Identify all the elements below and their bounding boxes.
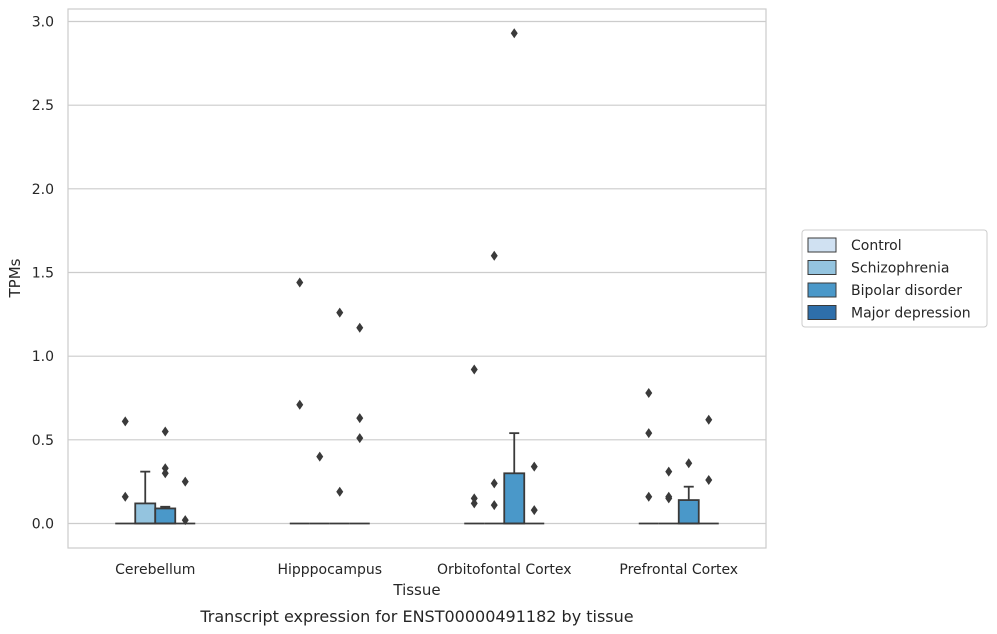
box-major-depression xyxy=(175,476,196,526)
y-tick-label: 2.0 xyxy=(32,182,54,198)
legend-label: Bipolar disorder xyxy=(851,283,962,299)
outlier-point xyxy=(490,478,498,489)
box-control xyxy=(464,364,485,525)
y-tick-label: 0.0 xyxy=(32,517,54,533)
y-tick-label: 1.5 xyxy=(32,266,54,282)
legend-swatch xyxy=(807,237,837,253)
outlier-point xyxy=(356,413,364,424)
box-body xyxy=(134,502,157,525)
legend: Control Schizophrenia Bipolar disorder Majo… xyxy=(801,229,988,328)
outlier-point xyxy=(121,491,129,502)
x-tick-label: Cerebellum xyxy=(115,562,195,578)
outlier-point xyxy=(530,461,538,472)
box-body xyxy=(677,499,700,525)
outlier-point xyxy=(336,486,344,497)
box-plot-series xyxy=(115,28,719,526)
outlier-point xyxy=(336,307,344,318)
outlier-point xyxy=(470,364,478,375)
grid-lines xyxy=(68,20,766,525)
outlier-point xyxy=(530,505,538,516)
plot-area-frame xyxy=(67,8,767,549)
outlier-point xyxy=(665,466,673,477)
chart-caption: Transcript expression for ENST0000049118… xyxy=(199,607,633,626)
outlier-point xyxy=(645,491,653,502)
legend-label: Control xyxy=(851,238,902,254)
y-axis-title: TPMs xyxy=(6,258,24,298)
outlier-point xyxy=(645,387,653,398)
legend-swatch xyxy=(807,260,837,275)
y-tick-label: 0.5 xyxy=(32,433,54,449)
legend-swatch xyxy=(807,305,837,320)
outlier-point xyxy=(316,451,324,462)
box-bipolar-disorder xyxy=(329,307,350,525)
y-tick-label: 3.0 xyxy=(32,15,54,31)
outlier-point xyxy=(470,498,478,509)
box-control xyxy=(289,277,310,525)
outlier-point xyxy=(645,428,653,439)
x-tick-label: Hipppocampus xyxy=(277,562,382,578)
x-tick-label: Orbitofontal Cortex xyxy=(437,562,572,578)
box-schizophrenia xyxy=(658,466,679,525)
box-bipolar-disorder xyxy=(677,458,700,525)
outlier-point xyxy=(296,399,304,410)
outlier-point xyxy=(490,500,498,511)
legend-frame xyxy=(801,229,988,328)
box-body xyxy=(154,507,177,525)
outlier-point xyxy=(490,250,498,261)
outlier-point xyxy=(161,463,169,474)
outlier-point xyxy=(470,493,478,504)
outlier-point xyxy=(181,515,189,526)
x-axis-title: Tissue xyxy=(392,581,440,599)
outlier-point xyxy=(705,474,713,485)
y-tick-label: 1.0 xyxy=(32,349,54,365)
box-major-depression xyxy=(698,414,719,525)
outlier-point xyxy=(181,476,189,487)
box-schizophrenia xyxy=(134,470,157,525)
outlier-point xyxy=(356,322,364,333)
y-tick-label: 2.5 xyxy=(32,98,54,114)
y-axis-ticks: 0.0 0.5 1.0 1.5 2.0 2.5 3.0 xyxy=(32,15,54,533)
box-control xyxy=(115,416,136,525)
outlier-point xyxy=(510,28,518,39)
box-schizophrenia xyxy=(309,451,330,525)
box-body xyxy=(503,472,526,525)
outlier-point xyxy=(705,414,713,425)
x-tick-label: Prefrontal Cortex xyxy=(619,562,738,578)
outlier-point xyxy=(161,468,169,479)
box-schizophrenia xyxy=(484,250,505,525)
box-bipolar-disorder xyxy=(503,28,526,525)
x-axis-ticks: Cerebellum Hipppocampus Orbitofontal Corte… xyxy=(115,562,738,578)
box-bipolar-disorder xyxy=(154,426,177,525)
box-major-depression xyxy=(524,461,545,525)
outlier-point xyxy=(121,416,129,427)
outlier-point xyxy=(161,426,169,437)
legend-swatch xyxy=(807,282,837,298)
box-major-depression xyxy=(349,322,370,525)
legend-label: Schizophrenia xyxy=(851,261,949,277)
outlier-point xyxy=(665,493,673,504)
outlier-point xyxy=(296,277,304,288)
outlier-point xyxy=(685,458,693,469)
box-control xyxy=(638,387,659,525)
legend-label: Major depression xyxy=(851,306,971,322)
outlier-point xyxy=(356,433,364,444)
